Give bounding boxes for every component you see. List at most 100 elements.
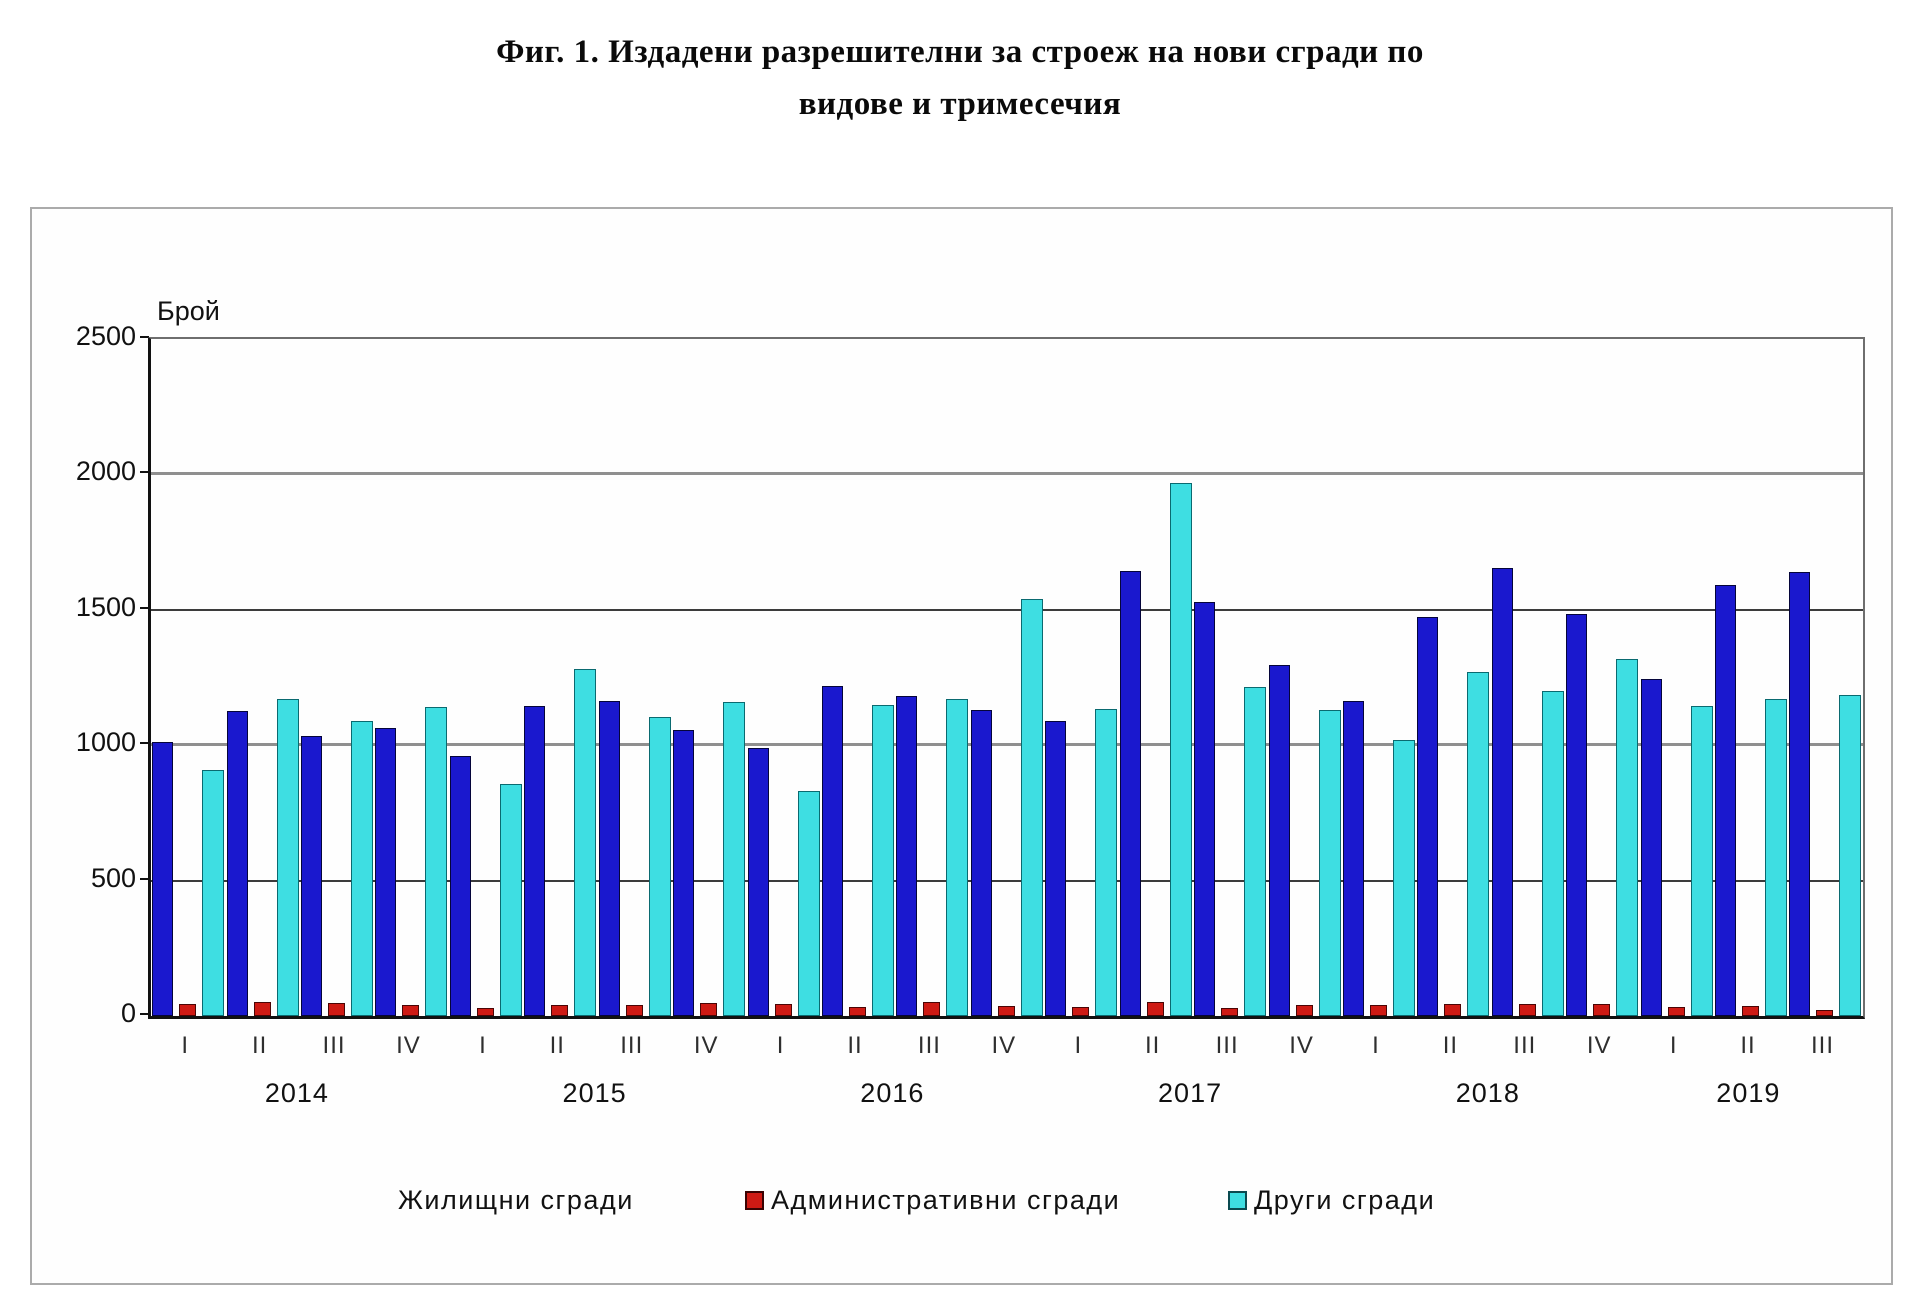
bar-administrative [700,1003,718,1016]
bar-other [276,699,299,1016]
gridline-500 [151,880,1863,882]
bar-administrative [179,1004,197,1016]
bar-residential [1268,665,1290,1016]
y-tick-label-2500: 2500 [75,321,136,351]
bar-administrative [253,1002,271,1016]
bar-residential [822,686,843,1016]
bar-group-22 [1714,339,1788,1016]
legend-label-administrative: Административни сгради [771,1185,1121,1215]
bar-administrative [849,1007,866,1016]
bar-other [1690,706,1713,1016]
bar-group-7 [598,339,672,1016]
quarter-label-9: I [776,1032,785,1059]
bar-other [946,699,969,1016]
year-label-2014: 2014 [264,1078,329,1108]
bar-group-20 [1565,339,1639,1016]
bar-other [1244,687,1267,1016]
chart-legend: Жилищни сгради Административни сгради Др… [0,1185,1920,1229]
x-axis-year-labels: 2014 2015 2016 2017 2018 2019 [148,1078,1860,1118]
legend-swatch-other-icon [1228,1191,1247,1210]
bar-group-3 [300,339,374,1016]
bar-group-17 [1342,339,1416,1016]
legend-label-residential: Жилищни сгради [398,1185,634,1215]
quarter-label-10: II [847,1032,863,1059]
bar-administrative [774,1004,792,1016]
bar-group-11 [895,339,969,1016]
bar-residential [152,742,174,1016]
bar-administrative [402,1005,420,1016]
bar-residential [301,736,323,1016]
bar-residential [524,706,546,1016]
bar-residential [1715,585,1737,1016]
bar-group-18 [1416,339,1490,1016]
bar-other [1839,695,1862,1016]
year-label-2018: 2018 [1455,1078,1520,1108]
legend-item-administrative: Административни сгради [745,1185,1120,1216]
bar-residential [970,710,992,1016]
bar-residential [226,711,248,1016]
bar-administrative [551,1005,569,1016]
quarter-label-19: III [1513,1032,1537,1059]
bar-other [1616,659,1639,1016]
quarter-label-14: II [1145,1032,1161,1059]
bar-administrative [1518,1004,1536,1016]
chart-title-line-1: Фиг. 1. Издадени разрешителни за строеж … [496,34,1424,70]
bar-residential [375,728,397,1016]
legend-label-other: Други сгради [1254,1185,1436,1215]
quarter-label-13: I [1074,1032,1083,1059]
bar-residential [1566,614,1588,1016]
legend-item-residential: Жилищни сгради [398,1185,634,1216]
bar-administrative [1221,1008,1239,1016]
quarter-label-8: IV [693,1032,719,1059]
bar-other [1169,483,1192,1016]
quarter-label-16: IV [1289,1032,1314,1059]
y-tick-label-1500: 1500 [75,592,136,622]
bar-residential [1491,568,1513,1016]
quarter-label-3: III [322,1032,346,1059]
bar-group-19 [1491,339,1565,1016]
bar-other [425,707,448,1016]
quarter-label-12: IV [991,1032,1017,1059]
quarter-label-18: II [1442,1032,1459,1059]
y-tick-mark-1000 [140,742,149,744]
quarter-label-2: II [251,1032,268,1059]
bar-group-2 [225,339,299,1016]
year-label-2016: 2016 [860,1078,925,1108]
bar-administrative [1742,1006,1760,1016]
bar-other [797,791,820,1016]
year-label-2017: 2017 [1158,1078,1223,1108]
quarter-label-7: III [620,1032,644,1059]
gridline-1000 [151,743,1863,746]
bar-series [151,339,1863,1016]
bar-residential [1342,701,1364,1016]
y-tick-mark-2000 [140,471,149,473]
bar-group-9 [746,339,820,1016]
bar-administrative [1667,1007,1685,1016]
quarter-label-21: I [1669,1032,1678,1059]
bar-group-23 [1788,339,1862,1016]
bar-administrative [1146,1002,1164,1016]
y-tick-mark-500 [140,878,149,880]
bar-administrative [1593,1004,1611,1016]
y-tick-mark-0 [140,1013,149,1015]
bar-other [723,702,746,1016]
bar-residential [598,701,620,1016]
quarter-label-4: IV [396,1032,421,1059]
bar-other [351,721,374,1016]
y-tick-label-0: 0 [120,998,136,1028]
quarter-label-22: II [1740,1032,1756,1059]
bar-administrative [1369,1005,1387,1016]
bar-group-15 [1193,339,1267,1016]
bar-other [1095,709,1118,1016]
quarter-label-20: IV [1586,1032,1612,1059]
quarter-label-5: I [479,1032,487,1059]
bar-group-16 [1267,339,1341,1016]
bar-group-12 [970,339,1044,1016]
bar-group-8 [672,339,746,1016]
bar-group-5 [449,339,523,1016]
bar-other [872,705,894,1016]
gridline-2000 [151,472,1863,475]
bar-other [1020,599,1043,1016]
year-label-2015: 2015 [562,1078,627,1108]
